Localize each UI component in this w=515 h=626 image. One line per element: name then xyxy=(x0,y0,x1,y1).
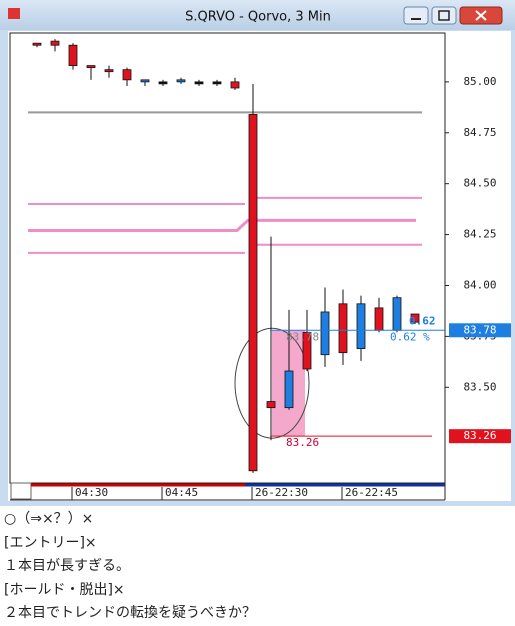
band-line xyxy=(28,243,422,254)
candle-body xyxy=(356,303,366,350)
note-line: １本目が長すぎる。 xyxy=(4,558,130,574)
app-icon xyxy=(8,8,20,19)
candle-body xyxy=(50,40,60,46)
x-tick-label: 04:45 xyxy=(165,486,198,499)
y-tick-label: 85.00 xyxy=(463,75,496,88)
change-label: 0.62 xyxy=(409,314,436,327)
note-line: [エントリー]× xyxy=(4,534,97,551)
candle-body xyxy=(248,114,258,472)
candle-body xyxy=(320,311,330,356)
plot-frame xyxy=(9,32,446,484)
title-bar xyxy=(0,0,515,30)
stop-price-label: 83.26 xyxy=(463,429,496,442)
stop-price-box xyxy=(449,429,511,444)
minimize-button[interactable] xyxy=(403,6,429,25)
candle-body xyxy=(104,69,114,73)
candle-body xyxy=(410,313,420,323)
y-tick-label: 84.75 xyxy=(463,126,496,139)
last-price-box xyxy=(449,323,511,338)
candle-body xyxy=(68,44,78,66)
close-icon xyxy=(475,10,487,21)
candle-body xyxy=(86,65,96,69)
candle-body xyxy=(176,79,186,83)
x-tick-label: 26-22:30 xyxy=(255,486,308,499)
y-tick-label: 84.25 xyxy=(463,228,496,241)
note-line: ○（⇒×？）× xyxy=(4,511,94,527)
candle-body xyxy=(122,69,132,81)
zone-top-label: 83.78 xyxy=(286,330,319,343)
highlight-circle xyxy=(234,327,310,439)
change-pct-label: 0.62 % xyxy=(390,330,430,343)
candle-body xyxy=(212,81,222,85)
candle-body xyxy=(392,297,402,331)
candle-body xyxy=(230,81,240,89)
candle-body xyxy=(302,331,312,370)
x-tick-label: 04:30 xyxy=(75,486,108,499)
x-tick-label: 26-22:45 xyxy=(345,486,398,499)
candle-body xyxy=(194,81,204,85)
note-line: [ホールド・脱出]× xyxy=(4,581,125,598)
y-tick-label: 84.00 xyxy=(463,278,496,291)
candle-body xyxy=(158,81,168,85)
band-line xyxy=(28,196,422,206)
window-title: S.QRVO - Qorvo, 3 Min xyxy=(185,10,331,25)
candle-body xyxy=(284,370,294,409)
candle-body xyxy=(374,307,384,331)
y-tick-label: 83.50 xyxy=(463,380,496,393)
candle-body xyxy=(32,42,42,46)
corner-box xyxy=(10,482,32,500)
last-price-label: 83.78 xyxy=(463,323,496,336)
candle-body xyxy=(338,303,348,354)
notes: ○（⇒×？）× [エントリー]× １本目が長すぎる。 [ホールド・脱出]× ２本目でトレ… xyxy=(4,508,256,626)
candle-body xyxy=(140,79,150,83)
maximize-icon xyxy=(438,10,450,21)
candle-body xyxy=(266,401,276,409)
note-line: ２本目でトレンドの転換を疑うべきか？ xyxy=(4,605,256,621)
chart-window: S.QRVO - Qorvo, 3 Min 85.00 84.75 84.50 84.… xyxy=(0,0,515,506)
y-tick-label: 84.50 xyxy=(463,177,496,190)
zone-bottom-label: 83.26 xyxy=(286,436,319,449)
maximize-button[interactable] xyxy=(431,6,457,25)
band-line xyxy=(28,218,416,233)
